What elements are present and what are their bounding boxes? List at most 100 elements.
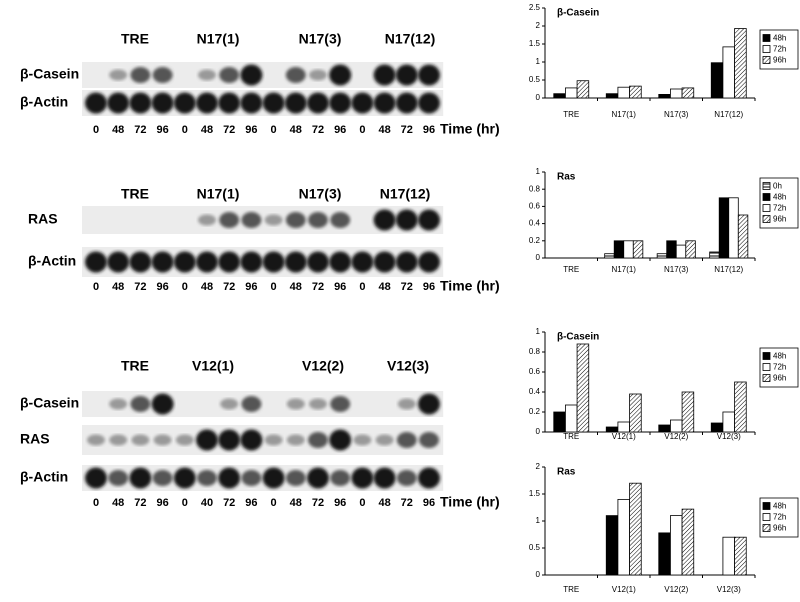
legend-label: 96h — [773, 56, 786, 65]
lane-label: 72 — [134, 497, 146, 509]
lane-label: 72 — [223, 281, 235, 293]
lane-label: 0 — [271, 124, 277, 136]
row-label: RAS — [28, 211, 58, 227]
bar — [623, 240, 634, 259]
band — [107, 251, 130, 273]
chart-title: β-Casein — [557, 8, 599, 19]
bar — [604, 253, 615, 259]
x-tick-label: V12(1) — [612, 585, 636, 594]
lane-label: 96 — [245, 281, 257, 293]
band — [129, 467, 152, 489]
bar — [613, 240, 625, 259]
x-tick-label: N17(3) — [664, 110, 689, 119]
band — [196, 429, 218, 451]
band — [198, 214, 216, 226]
lane-label: 48 — [290, 281, 302, 293]
band — [351, 467, 374, 489]
band — [220, 398, 239, 410]
lane-label: 72 — [312, 497, 324, 509]
lane-label: 72 — [134, 281, 146, 293]
row-label: β-Actin — [20, 94, 68, 110]
band — [395, 64, 418, 86]
lane-label: 72 — [401, 497, 413, 509]
band — [397, 398, 416, 410]
lane-label: 96 — [245, 497, 257, 509]
lane-label: 0 — [93, 281, 99, 293]
legend-swatch — [762, 502, 771, 510]
lane-label: 0 — [271, 497, 277, 509]
bar — [565, 87, 578, 99]
lane-label: 0 — [359, 124, 365, 136]
band — [241, 470, 262, 486]
legend-label: 48h — [773, 34, 786, 43]
lane-group-label: N17(3) — [299, 31, 342, 47]
legend-swatch — [762, 56, 771, 64]
bar — [670, 515, 683, 576]
x-tick-label: V12(2) — [664, 432, 688, 441]
y-tick-label: 0 — [536, 570, 541, 579]
row-label: β-Casein — [20, 66, 79, 82]
lane-label: 0 — [359, 281, 365, 293]
band — [107, 92, 130, 114]
band — [87, 434, 105, 446]
bar — [617, 421, 630, 433]
y-tick-label: 1 — [536, 516, 541, 525]
lane-label: 72 — [401, 281, 413, 293]
lane-group-label: V12(2) — [302, 358, 344, 374]
bar — [728, 197, 739, 259]
legend-label: 72h — [773, 513, 786, 522]
band — [285, 470, 306, 486]
x-tick-label: N17(12) — [714, 265, 743, 274]
band — [218, 429, 241, 451]
band — [373, 64, 396, 86]
lane-label: 0 — [93, 124, 99, 136]
lane-label: 96 — [334, 281, 346, 293]
band — [329, 64, 352, 86]
bar — [666, 240, 677, 259]
x-tick-label: TRE — [563, 110, 579, 119]
band — [152, 67, 173, 83]
row-label: β-Actin — [20, 469, 68, 485]
bar — [675, 244, 687, 259]
legend-swatch — [762, 352, 771, 360]
band — [241, 212, 262, 228]
lane-label: 96 — [156, 497, 168, 509]
band — [198, 69, 216, 81]
y-tick-label: 2.5 — [529, 3, 541, 12]
x-tick-label: V12(3) — [717, 585, 741, 594]
band — [396, 432, 417, 448]
bar — [710, 62, 724, 99]
band — [264, 434, 283, 446]
y-tick-label: 2 — [536, 462, 541, 471]
bar — [722, 46, 735, 99]
chart-title: β-Casein — [557, 332, 599, 343]
lane-label: 72 — [134, 124, 146, 136]
bar — [722, 536, 735, 576]
lane-label: 96 — [156, 281, 168, 293]
legend-label: 96h — [773, 374, 786, 383]
band — [85, 92, 107, 114]
band — [197, 470, 217, 486]
legend-swatch — [762, 34, 771, 42]
x-tick-label: N17(1) — [612, 110, 637, 119]
band — [218, 92, 241, 114]
lane-group-label: N17(1) — [197, 31, 240, 47]
band — [373, 209, 396, 231]
legend-label: 48h — [773, 502, 786, 511]
y-tick-label: 0 — [536, 253, 541, 262]
lane-label: 48 — [378, 281, 390, 293]
band — [240, 251, 263, 273]
x-tick-label: N17(12) — [714, 110, 743, 119]
y-tick-label: 0.4 — [529, 387, 541, 396]
x-tick-label: V12(3) — [717, 432, 741, 441]
band — [308, 212, 328, 228]
lane-label: 72 — [312, 124, 324, 136]
legend-swatch — [762, 363, 771, 371]
bar — [681, 508, 695, 576]
lane-group-label: N17(1) — [197, 186, 240, 202]
legend-label: 72h — [773, 204, 786, 213]
band — [309, 69, 327, 81]
band — [418, 92, 440, 114]
lane-group-label: V12(1) — [192, 358, 234, 374]
